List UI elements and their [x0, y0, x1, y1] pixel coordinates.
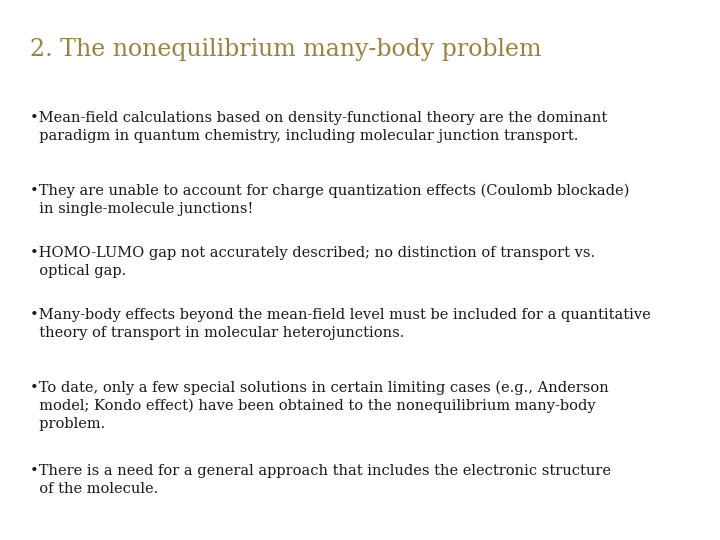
Text: •They are unable to account for charge quantization effects (Coulomb blockade)
 : •They are unable to account for charge q…: [30, 184, 629, 216]
Text: •HOMO-LUMO gap not accurately described; no distinction of transport vs.
  optic: •HOMO-LUMO gap not accurately described;…: [30, 246, 595, 278]
Text: •To date, only a few special solutions in certain limiting cases (e.g., Anderson: •To date, only a few special solutions i…: [30, 381, 609, 431]
Text: •There is a need for a general approach that includes the electronic structure
 : •There is a need for a general approach …: [30, 464, 611, 496]
Text: •Mean-field calculations based on density-functional theory are the dominant
  p: •Mean-field calculations based on densit…: [30, 111, 608, 143]
Text: •Many-body effects beyond the mean-field level must be included for a quantitati: •Many-body effects beyond the mean-field…: [30, 308, 651, 340]
Text: 2. The nonequilibrium many-body problem: 2. The nonequilibrium many-body problem: [30, 38, 541, 61]
